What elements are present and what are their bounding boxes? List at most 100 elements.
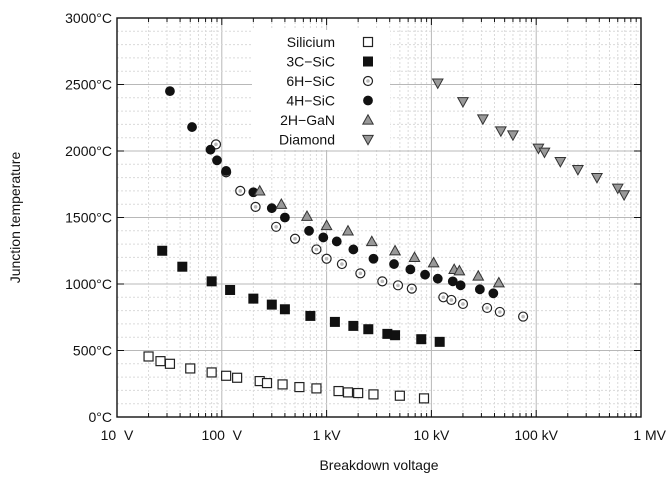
y-axis-tick-labels: 0°C 500°C 1000°C 1500°C 2000°C 2500°C 3000°C [65,10,112,425]
point-2h-gan [300,209,314,221]
point-3c-sic [177,261,188,272]
point-4h-sic [165,86,175,97]
point-2h-gan [427,256,440,268]
point-2h-gan [492,276,505,288]
point-6h-sic [210,139,222,150]
x-tick-label: 1 kV [313,427,342,443]
point-4h-sic [405,264,416,275]
point-4h-sic [205,144,216,155]
point-diamond [571,164,584,176]
legend-marker-silicium [362,36,374,48]
x-tick-label: 10 V [101,427,134,443]
point-4h-sic [212,155,222,166]
point-6h-sic [250,201,261,212]
point-6h-sic [321,253,332,264]
point-4h-sic [304,225,314,236]
point-6h-sic-core [409,286,414,291]
point-4h-sic [474,284,485,295]
point-2h-gan [389,244,402,256]
point-6h-sic-core [238,189,243,193]
point-4h-sic [368,253,379,264]
point-silicium [277,379,288,390]
data-points [143,78,631,404]
legend-label-6h-sic: 6H−SiC [286,73,335,89]
y-tick-label: 3000°C [65,10,112,26]
point-6h-sic-core [449,298,454,302]
point-6h-sic [336,258,348,270]
point-3c-sic [225,284,236,295]
point-6h-sic [311,244,322,255]
point-3c-sic [329,316,340,327]
point-6h-sic-core [274,225,278,229]
point-diamond [590,172,604,184]
legend-marker-6h-sic [362,75,374,87]
legend-label-3c-sic: 3C−SiC [286,54,335,70]
legend-marker-6h-sic-core [366,79,370,83]
point-silicium [342,387,354,398]
point-3c-sic [305,310,316,321]
point-6h-sic-core [340,262,344,266]
point-6h-sic [289,233,301,244]
point-4h-sic [266,203,277,214]
point-6h-sic [406,283,417,294]
point-diamond [494,126,507,138]
point-diamond [554,156,567,168]
point-4h-sic [221,166,232,176]
point-6h-sic [446,294,457,306]
point-diamond [456,97,469,109]
point-4h-sic [432,273,443,284]
point-3c-sic [390,330,401,341]
legend-label-4h-sic: 4H−SiC [286,93,335,109]
point-6h-sic-core [441,295,446,300]
point-4h-sic [389,259,399,269]
point-2h-gan [253,184,266,196]
point-diamond [538,147,551,159]
point-4h-sic [187,122,197,132]
point-6h-sic-core [293,236,297,241]
point-6h-sic-core [358,271,363,276]
point-diamond [618,190,631,202]
point-6h-sic-core [485,306,489,310]
y-tick-label: 2500°C [65,77,112,93]
point-silicium [394,390,405,401]
legend-label-silicium: Silicium [287,34,335,50]
legend-marker-2h-gan [361,113,375,125]
point-6h-sic [392,280,404,291]
point-3c-sic [416,334,427,345]
point-3c-sic [206,276,217,287]
legend-background [252,30,390,150]
point-2h-gan [453,264,466,276]
axis-ticks [116,17,641,418]
point-3c-sic [248,293,259,304]
point-4h-sic [455,280,466,291]
point-6h-sic [377,276,388,287]
y-tick-label: 0°C [89,409,113,425]
y-tick-label: 2000°C [65,143,112,159]
point-2h-gan [341,224,355,236]
point-silicium [311,383,322,394]
point-6h-sic-core [380,279,385,284]
point-2h-gan [320,219,333,231]
point-6h-sic-core [521,314,525,319]
point-3c-sic [348,320,359,331]
point-silicium [164,358,176,369]
x-tick-label: 100 V [202,427,243,443]
point-3c-sic [434,336,445,347]
legend-marker-diamond [361,134,375,146]
point-silicium [221,370,232,381]
point-2h-gan [472,269,485,281]
point-6h-sic [481,302,493,314]
point-6h-sic [355,268,366,279]
point-3c-sic [279,304,290,315]
point-4h-sic [331,236,342,247]
point-6h-sic [518,311,529,322]
point-diamond [506,130,520,142]
legend: Silicium 3C−SiC 6H−SiC 4H−SiC 2H−GaN Dia… [252,30,390,150]
point-2h-gan [408,251,421,263]
legend-markers [361,36,375,146]
x-tick-label: 100 kV [514,427,558,443]
point-6h-sic-core [253,205,258,209]
point-silicium [206,367,217,378]
point-silicium [261,377,273,389]
